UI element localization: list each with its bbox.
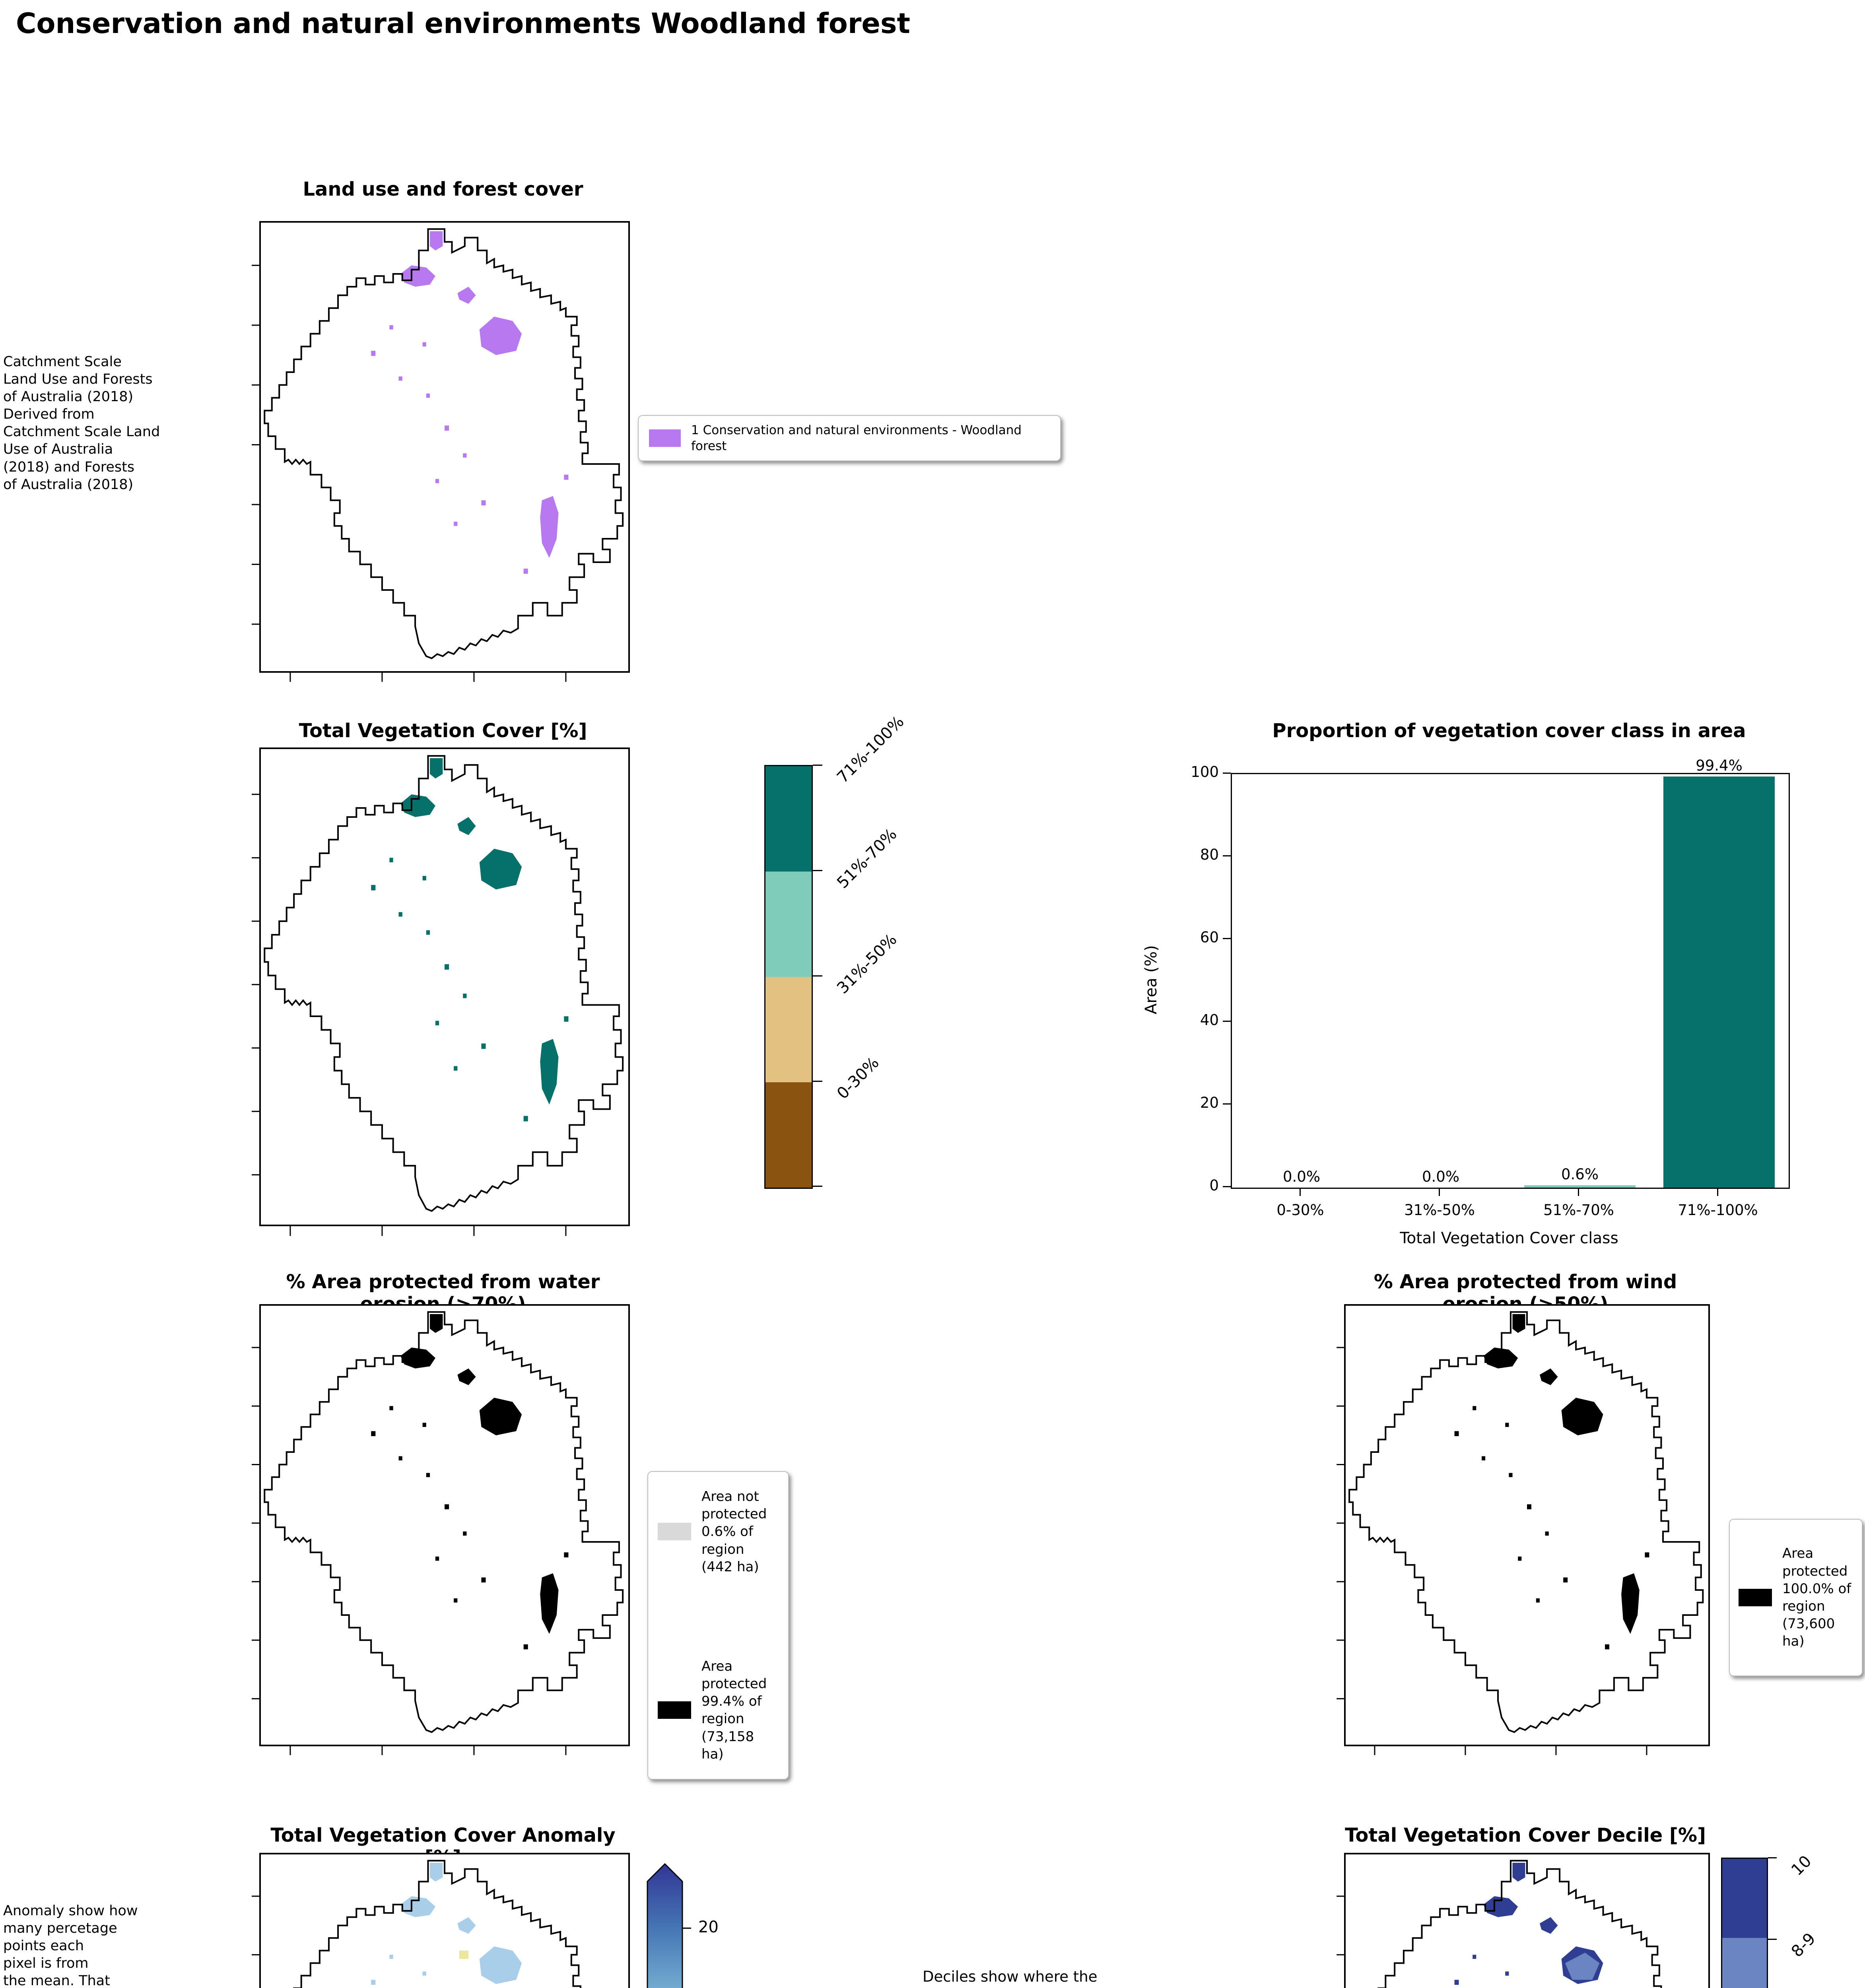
wind-legend: Area protected 100.0% of region (73,600 … xyxy=(1729,1519,1863,1676)
wind-map xyxy=(1344,1304,1710,1746)
vegcover-cb-label-3: 0-30% xyxy=(833,1053,883,1103)
xtickmark xyxy=(1439,1189,1440,1196)
landuse-legend: 1 Conservation and natural environments … xyxy=(638,415,1061,461)
decile-cb-seg-8-9 xyxy=(1722,1938,1767,1988)
ytick-60: 60 xyxy=(1200,929,1219,946)
wind-legend-swatch xyxy=(1739,1589,1772,1606)
water-legend-swatch-protected xyxy=(658,1701,691,1719)
ytickmark xyxy=(1223,1021,1231,1022)
xtick-51-70: 51%-70% xyxy=(1543,1202,1614,1219)
decile-cb-label-8-9: 8-9 xyxy=(1788,1929,1819,1961)
landuse-legend-label: 1 Conservation and natural environments … xyxy=(691,423,1022,453)
xtickmark xyxy=(1300,1189,1301,1196)
landuse-map-title: Land use and forest cover xyxy=(303,178,583,200)
xtickmark xyxy=(1717,1189,1718,1196)
decile-cb-seg-10 xyxy=(1722,1859,1767,1938)
decile-cb-tick xyxy=(1768,1857,1777,1858)
decile-cb-tick xyxy=(1768,1939,1777,1940)
water-legend-label-protected: Area protected 99.4% of region (73,158 h… xyxy=(701,1658,767,1762)
wind-legend-label: Area protected 100.0% of region (73,600 … xyxy=(1782,1545,1851,1650)
xtick-31-50: 31%-50% xyxy=(1404,1202,1475,1219)
vegcover-cb-seg-31-50 xyxy=(765,977,812,1082)
ytickmark xyxy=(1223,773,1231,774)
vegcover-map-title: Total Vegetation Cover [%] xyxy=(299,720,587,742)
vegcover-cb-seg-51-70 xyxy=(765,872,812,977)
bar-label-2: 0.6% xyxy=(1561,1165,1599,1183)
decile-speckle-patches xyxy=(1565,1953,1600,1980)
water-map xyxy=(259,1304,630,1746)
ytick-80: 80 xyxy=(1200,846,1219,863)
water-legend-swatch-notprotected xyxy=(658,1523,691,1541)
xtick-0-30: 0-30% xyxy=(1276,1202,1324,1219)
ytickmark xyxy=(1223,855,1231,856)
barchart-plot: 0.0% 0.0% 0.6% 99.4% xyxy=(1231,757,1790,1189)
anomaly-caption: Anomaly show how many percetage points e… xyxy=(3,1903,138,1988)
xtick-71-100: 71%-100% xyxy=(1678,1202,1758,1219)
bar-71-100 xyxy=(1663,777,1775,1188)
vegcover-cb-tick xyxy=(813,975,822,977)
barchart-title: Proportion of vegetation cover class in … xyxy=(1272,720,1746,742)
bar-label-3: 99.4% xyxy=(1696,757,1743,775)
water-legend: Area not protected 0.6% of region (442 h… xyxy=(647,1471,789,1780)
ytickmark xyxy=(1223,1186,1231,1187)
decile-caption: Deciles show where the pixel value lies … xyxy=(923,1968,1098,1988)
vegcover-cb-tick xyxy=(813,1186,822,1187)
vegcover-cb-tick xyxy=(813,870,822,871)
anomaly-cb-tick xyxy=(682,1928,691,1929)
anomaly-secondary-patches xyxy=(459,1950,469,1959)
vegcover-cb-tick xyxy=(813,765,822,766)
decile-colorbar xyxy=(1721,1858,1768,1988)
vegcover-cb-seg-71-100 xyxy=(765,766,812,872)
barchart-xlabel: Total Vegetation Cover class xyxy=(1400,1229,1618,1247)
ytick-40: 40 xyxy=(1200,1011,1219,1029)
ytickmark xyxy=(1223,1103,1231,1105)
barchart-ylabel: Area (%) xyxy=(1142,945,1160,1014)
bar-label-1: 0.0% xyxy=(1422,1168,1459,1185)
vegcover-cb-seg-0-30 xyxy=(765,1082,812,1188)
vegcover-cb-tick xyxy=(813,1081,822,1082)
vegcover-cb-label-1: 51%-70% xyxy=(833,825,901,892)
landuse-caption: Catchment Scale Land Use and Forests of … xyxy=(3,354,160,493)
water-legend-label-notprotected: Area not protected 0.6% of region (442 h… xyxy=(701,1489,767,1575)
vegcover-cb-label-0: 71%-100% xyxy=(833,712,908,787)
landuse-map xyxy=(259,221,630,673)
anomaly-colorbar xyxy=(647,1863,683,1988)
vegcover-map xyxy=(259,747,630,1226)
decile-cb-label-10: 10 xyxy=(1788,1852,1815,1879)
ytickmark xyxy=(1223,938,1231,939)
xtickmark xyxy=(1578,1189,1579,1196)
ytick-0: 0 xyxy=(1209,1177,1219,1194)
decile-map xyxy=(1344,1853,1710,1988)
anomaly-map xyxy=(259,1853,630,1988)
vegcover-colorbar xyxy=(764,765,813,1189)
decile-map-title: Total Vegetation Cover Decile [%] xyxy=(1345,1824,1706,1846)
landuse-legend-swatch xyxy=(649,429,681,447)
ytick-100: 100 xyxy=(1191,763,1219,780)
anomaly-cb-label-20: 20 xyxy=(698,1918,719,1936)
bar-51-70 xyxy=(1524,1185,1636,1188)
bar-label-0: 0.0% xyxy=(1283,1168,1320,1185)
page-title: Conservation and natural environments Wo… xyxy=(16,7,910,40)
ytick-20: 20 xyxy=(1200,1094,1219,1111)
vegcover-cb-label-2: 31%-50% xyxy=(833,930,901,998)
